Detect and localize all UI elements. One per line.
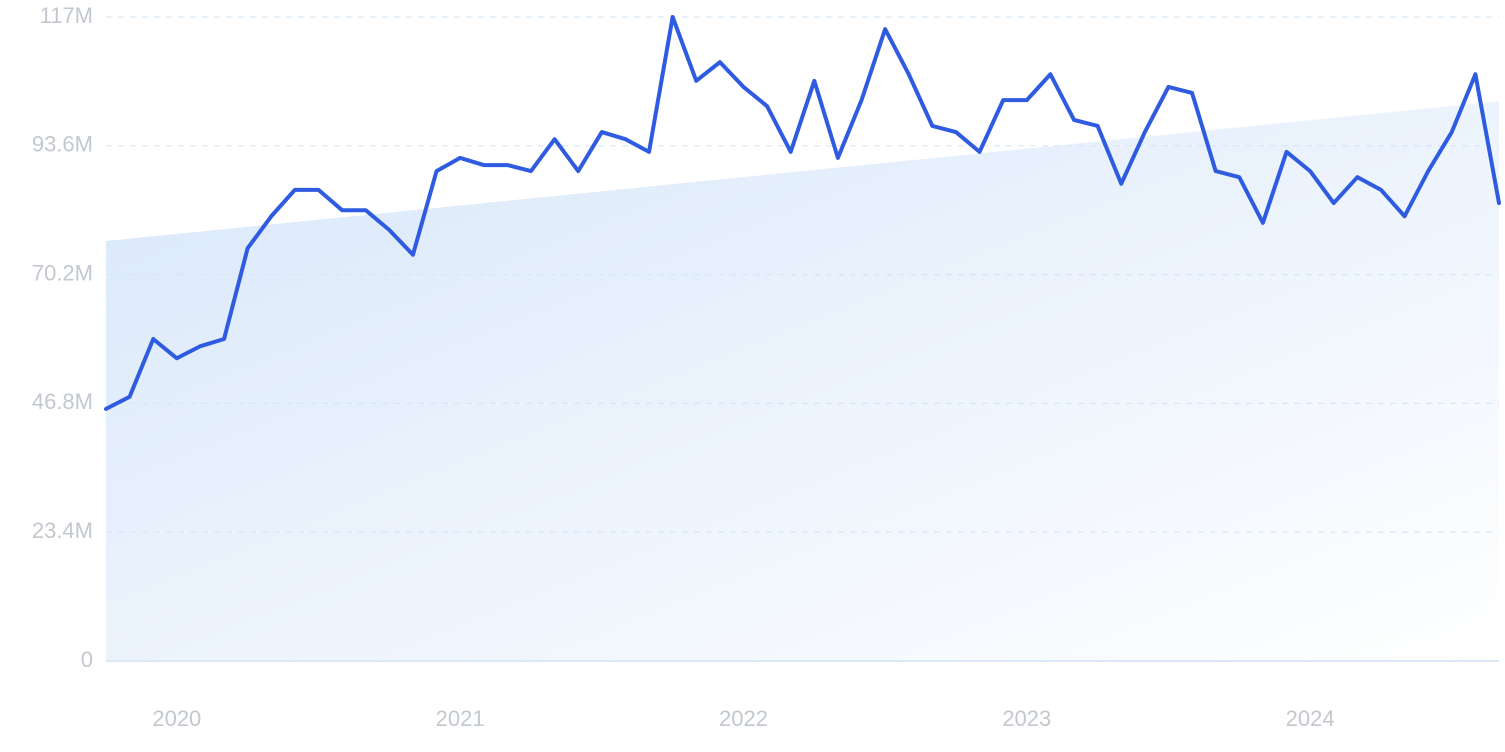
y-tick-label: 117M [40,3,93,28]
x-tick-label: 2023 [1002,706,1051,731]
y-tick-label: 23.4M [32,518,93,543]
y-tick-label: 93.6M [32,132,93,157]
y-tick-label: 46.8M [32,389,93,414]
line [104,15,1501,411]
x-tick-label: 2024 [1286,706,1335,731]
x-tick-label: 2022 [719,706,768,731]
y-tick-label: 0 [81,647,93,672]
trend-area [106,101,1499,661]
x-tick-label: 2021 [436,706,485,731]
y-tick-label: 70.2M [32,260,93,285]
x-tick-label: 2020 [152,706,201,731]
